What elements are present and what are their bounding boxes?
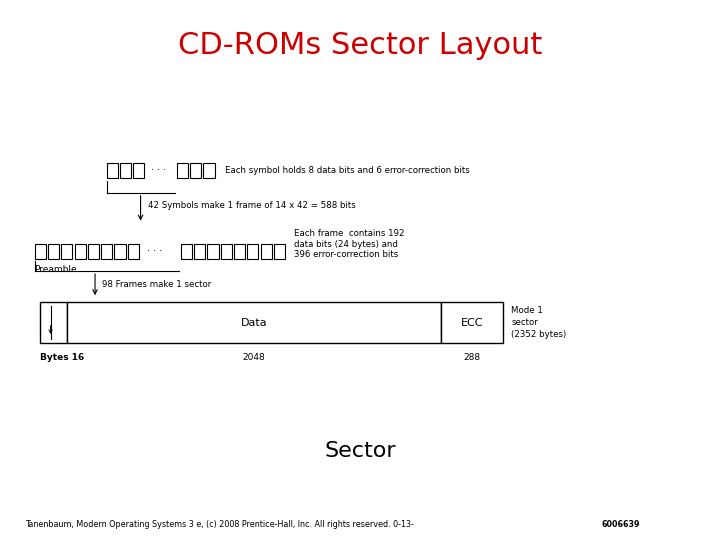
Bar [88, 244, 99, 259]
Text: Mode 1
sector
(2352 bytes): Mode 1 sector (2352 bytes) [511, 306, 567, 339]
Text: 2048: 2048 [243, 353, 266, 362]
Bar [128, 244, 139, 259]
Text: ECC: ECC [461, 318, 483, 328]
Bar [48, 244, 59, 259]
Bar [40, 302, 67, 343]
Text: · · ·: · · · [151, 165, 166, 175]
Text: data bits (24 bytes) and: data bits (24 bytes) and [294, 240, 398, 248]
Text: 396 error-correction bits: 396 error-correction bits [294, 250, 399, 259]
Text: Preamble: Preamble [35, 265, 77, 274]
Bar [194, 244, 205, 259]
Bar [261, 244, 272, 259]
Bar [114, 244, 125, 259]
Text: 42 Symbols make 1 frame of 14 x 42 = 588 bits: 42 Symbols make 1 frame of 14 x 42 = 588… [148, 201, 356, 210]
Bar [248, 244, 258, 259]
Bar [75, 244, 86, 259]
Bar [101, 244, 112, 259]
Text: Tanenbaum, Modern Operating Systems 3 e, (c) 2008 Prentice-Hall, Inc. All rights: Tanenbaum, Modern Operating Systems 3 e,… [25, 521, 414, 529]
Text: Each symbol holds 8 data bits and 6 error-correction bits: Each symbol holds 8 data bits and 6 erro… [225, 166, 470, 174]
Text: 98 Frames make 1 sector: 98 Frames make 1 sector [102, 280, 212, 289]
Bar [234, 244, 245, 259]
Bar [67, 302, 441, 343]
Text: · · ·: · · · [147, 246, 162, 256]
Text: Sector: Sector [324, 441, 396, 461]
Bar [177, 163, 188, 178]
Text: Each frame  contains 192: Each frame contains 192 [294, 230, 405, 238]
Bar [441, 302, 503, 343]
Bar [107, 163, 117, 178]
Text: CD-ROMs Sector Layout: CD-ROMs Sector Layout [178, 31, 542, 60]
Text: 6006639: 6006639 [601, 521, 639, 529]
Bar [35, 244, 46, 259]
Bar [133, 163, 145, 178]
Text: Bytes 16: Bytes 16 [40, 353, 84, 362]
Bar [220, 244, 232, 259]
Text: Data: Data [241, 318, 267, 328]
Bar [190, 163, 202, 178]
Bar [203, 163, 215, 178]
Bar [207, 244, 219, 259]
Bar [61, 244, 72, 259]
Bar [120, 163, 131, 178]
Text: 288: 288 [464, 353, 480, 362]
Bar [274, 244, 285, 259]
Bar [181, 244, 192, 259]
